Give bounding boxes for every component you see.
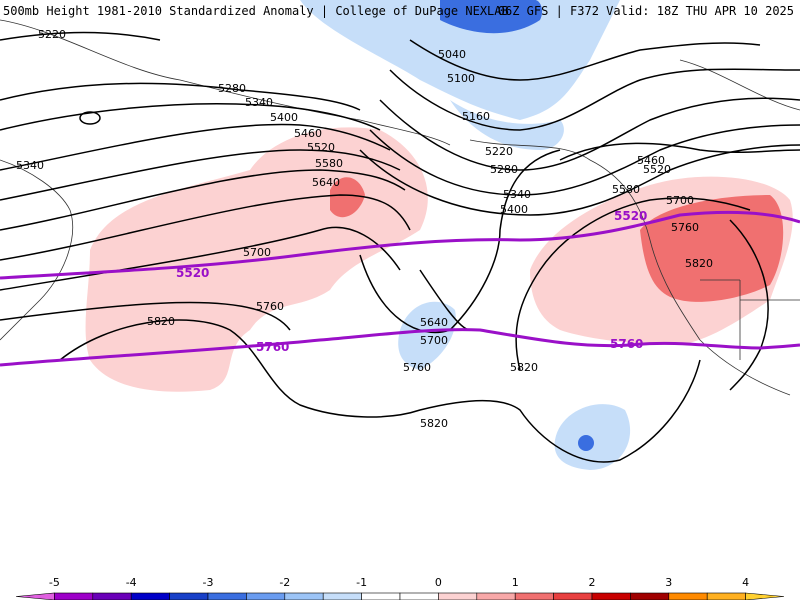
label-5820-e: 5820 — [685, 257, 713, 270]
label-5520-e: 5520 — [643, 163, 671, 176]
colorbar-bin — [130, 592, 170, 600]
colorbar-bin — [207, 592, 247, 600]
label-5100: 5100 — [447, 72, 475, 85]
label-5460-e: 5460 — [637, 154, 665, 167]
label-5640-w: 5640 — [312, 176, 340, 189]
colorbar-bin — [92, 592, 132, 600]
label-5520-w: 5520 — [307, 141, 335, 154]
negative-anomaly-strip — [450, 100, 564, 150]
label-5220-nw: 5220 — [38, 28, 66, 41]
colorbar-bin — [514, 592, 554, 600]
negative-anomaly-south — [554, 404, 631, 470]
contour-5520-purple — [0, 210, 800, 280]
negative-anomaly-north — [300, 0, 620, 120]
label-5280-w: 5280 — [218, 82, 246, 95]
label-5400-c: 5400 — [500, 203, 528, 216]
label-5220-c: 5220 — [485, 145, 513, 158]
label-5580-e: 5580 — [612, 183, 640, 196]
height-contours — [0, 31, 800, 463]
header-right: 06Z GFS | F372 Valid: 18Z THU APR 10 202… — [497, 4, 794, 18]
colorbar-tick-label: -4 — [126, 576, 137, 589]
label-5460-w: 5460 — [294, 127, 322, 140]
colorbar-tick-label: 4 — [742, 576, 749, 589]
colorbar-bin — [630, 592, 670, 600]
label-5640-c: 5640 — [420, 316, 448, 329]
label-5280-c: 5280 — [490, 163, 518, 176]
colorbar-bin — [438, 592, 478, 600]
colorbar-tick-label: 1 — [512, 576, 519, 589]
reference-labels: 5520 5760 5520 5760 — [176, 209, 647, 354]
contour-5760-purple — [0, 328, 800, 367]
height-labels: 5220 5280 5340 5400 5460 5520 5580 5640 … — [16, 28, 713, 430]
colorbar-bin — [54, 592, 94, 600]
colorbar-bin — [745, 592, 785, 600]
label-5700-e: 5700 — [666, 194, 694, 207]
reference-label-5520-w: 5520 — [176, 266, 209, 280]
colorbar-bin — [361, 592, 401, 600]
header-left: 500mb Height 1981-2010 Standardized Anom… — [3, 4, 509, 18]
colorbar-tick-label: 0 — [435, 576, 442, 589]
colorbar-bin — [706, 592, 746, 600]
label-5820-w: 5820 — [147, 315, 175, 328]
colorbar-bin — [476, 592, 516, 600]
colorbar-bin — [322, 592, 362, 600]
colorbar-tick-label: -3 — [203, 576, 214, 589]
colorbar-bin — [246, 592, 286, 600]
colorbar-tick-label: -2 — [279, 576, 290, 589]
colorbar-bin — [399, 592, 439, 600]
reference-label-5760-w: 5760 — [256, 340, 289, 354]
label-5820-c: 5820 — [510, 361, 538, 374]
colorbar-tick-label: -1 — [356, 576, 367, 589]
colorbar-tick-label: 2 — [589, 576, 596, 589]
label-5340-nw: 5340 — [16, 159, 44, 172]
label-5760-e: 5760 — [671, 221, 699, 234]
colorbar-bin — [169, 592, 209, 600]
reference-label-5520-e: 5520 — [614, 209, 647, 223]
negative-anomaly-mid — [398, 301, 456, 370]
reference-contours — [0, 210, 800, 367]
colorbar-bin — [15, 592, 55, 600]
label-5340-c: 5340 — [503, 188, 531, 201]
label-5760-w: 5760 — [256, 300, 284, 313]
negative-anomaly-core-north — [440, 0, 543, 34]
reference-label-5760-e: 5760 — [610, 337, 643, 351]
label-5340-w: 5340 — [245, 96, 273, 109]
label-5040: 5040 — [438, 48, 466, 61]
coastlines — [0, 19, 800, 396]
colorbar-bin — [284, 592, 324, 600]
colorbar-tick-label: 3 — [665, 576, 672, 589]
colorbar-tick-label: -5 — [49, 576, 60, 589]
colorbar-bin — [553, 592, 593, 600]
colorbar-bin — [668, 592, 708, 600]
label-5760-c: 5760 — [403, 361, 431, 374]
colorbar-bin — [591, 592, 631, 600]
label-5700-c: 5700 — [420, 334, 448, 347]
label-5700-w: 5700 — [243, 246, 271, 259]
positive-anomaly-west-core — [330, 177, 365, 218]
label-5400-w: 5400 — [270, 111, 298, 124]
positive-anomaly-east-core — [640, 195, 784, 302]
label-5160: 5160 — [462, 110, 490, 123]
label-5820-s: 5820 — [420, 417, 448, 430]
negative-anomaly-south-core — [578, 435, 594, 451]
label-5580-w: 5580 — [315, 157, 343, 170]
